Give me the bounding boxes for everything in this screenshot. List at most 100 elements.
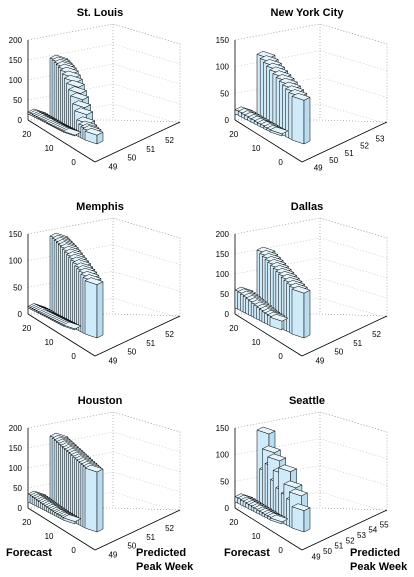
ridge-bar-top bbox=[62, 514, 82, 522]
z-tick-label: 200 bbox=[9, 36, 23, 45]
floor-grid bbox=[26, 313, 181, 357]
week-tick-label: 51 bbox=[353, 339, 362, 348]
week-tick-label: 51 bbox=[345, 149, 354, 158]
forecast-tick-label: 20 bbox=[229, 324, 238, 333]
week-axis bbox=[301, 121, 388, 163]
week-tick-label: 50 bbox=[323, 547, 332, 556]
z-grid-line bbox=[27, 411, 114, 429]
z-tick-label: 200 bbox=[216, 230, 230, 239]
z-tick-label: 150 bbox=[9, 230, 23, 239]
z-tick-label: 100 bbox=[9, 76, 23, 85]
chart-title: Seattle bbox=[289, 395, 325, 407]
z-tick-label: 50 bbox=[220, 89, 229, 98]
floor-grid bbox=[26, 507, 181, 551]
peak-week-bar-top bbox=[288, 488, 308, 497]
peak-week-bar-top bbox=[267, 453, 287, 462]
peak-week-bar-side bbox=[303, 507, 311, 533]
z-grid-line bbox=[234, 277, 321, 295]
z-grid-line bbox=[112, 217, 181, 239]
peak-week-bar bbox=[291, 288, 305, 339]
week-tick-label: 53 bbox=[376, 134, 385, 143]
z-tick-label: 100 bbox=[9, 257, 23, 266]
z-grid-line bbox=[112, 491, 181, 513]
z-tick-label: 0 bbox=[18, 504, 23, 513]
peak-week-bar-top bbox=[71, 100, 92, 108]
z-grid-line bbox=[319, 103, 388, 125]
z-tick-label: 100 bbox=[216, 63, 230, 72]
week-tick-label: 52 bbox=[165, 524, 174, 533]
z-tick-label: 150 bbox=[9, 444, 23, 453]
forecast-axis bbox=[27, 313, 96, 357]
z-tick-label: 50 bbox=[220, 477, 229, 486]
z-grid-line bbox=[319, 50, 388, 71]
week-tick-label: 49 bbox=[108, 551, 117, 560]
z-tick-label: 0 bbox=[18, 116, 23, 125]
back-wall-grid bbox=[27, 23, 181, 122]
peak-week-bar-side bbox=[96, 468, 104, 533]
z-grid-line bbox=[27, 217, 114, 235]
peak-week-bar-top bbox=[291, 285, 311, 294]
peak-week-bar-top bbox=[256, 426, 276, 435]
week-axis bbox=[94, 121, 181, 163]
z-grid-line bbox=[234, 465, 321, 482]
z-tick-label: 50 bbox=[220, 290, 229, 299]
peak-week-bar-top bbox=[69, 92, 90, 101]
z-tick-label: 50 bbox=[13, 96, 22, 105]
z-tick-label: 150 bbox=[216, 250, 230, 259]
peak-week-bar bbox=[84, 467, 98, 533]
z-grid-line bbox=[112, 23, 181, 45]
week-tick-label: 49 bbox=[314, 163, 323, 172]
week-tick-label: 52 bbox=[346, 536, 355, 545]
forecast-tick-label: 10 bbox=[252, 144, 261, 153]
z-tick-label: 50 bbox=[13, 283, 22, 292]
z-grid-line bbox=[27, 43, 114, 61]
chart-title: St. Louis bbox=[77, 7, 123, 19]
z-grid-line bbox=[27, 271, 114, 288]
z-tick-label: 150 bbox=[216, 36, 230, 45]
z-grid-line bbox=[112, 63, 181, 85]
predicted-peak-week-label-line2: Peak Week bbox=[136, 561, 194, 573]
week-tick-label: 52 bbox=[360, 142, 369, 151]
z-tick-label: 100 bbox=[216, 451, 230, 460]
forecast-tick-label: 10 bbox=[252, 338, 261, 347]
z-grid-line bbox=[234, 237, 321, 255]
peak-week-bar-side bbox=[303, 289, 311, 339]
forecast-tick-label: 20 bbox=[229, 518, 238, 527]
week-tick-label: 52 bbox=[165, 330, 174, 339]
z-tick-label: 0 bbox=[225, 504, 230, 513]
back-wall-grid bbox=[234, 23, 388, 122]
z-grid-line bbox=[112, 471, 181, 493]
forecast-tick-label: 0 bbox=[71, 158, 76, 167]
predicted-peak-week-label-line1: Predicted bbox=[136, 547, 186, 559]
forecast-axis bbox=[234, 119, 303, 163]
week-tick-label: 52 bbox=[372, 330, 381, 339]
z-grid-line bbox=[112, 411, 181, 433]
floor-grid bbox=[26, 119, 181, 163]
z-grid-line bbox=[234, 411, 321, 429]
z-grid-line bbox=[112, 103, 181, 125]
z-grid-line bbox=[234, 50, 321, 67]
z-grid-line bbox=[319, 77, 388, 98]
forecast-tick-label: 20 bbox=[229, 130, 238, 139]
z-grid-line bbox=[112, 451, 181, 473]
week-tick-label: 50 bbox=[329, 156, 338, 165]
z-grid-line bbox=[27, 451, 114, 469]
z-grid-line bbox=[112, 271, 181, 292]
peak-week-bar-top bbox=[291, 92, 311, 101]
forecast-tick-label: 0 bbox=[71, 352, 76, 361]
back-wall-grid bbox=[27, 411, 181, 510]
predicted-peak-week-label-line1-right: Predicted bbox=[350, 547, 400, 559]
week-tick-label: 51 bbox=[146, 533, 155, 542]
z-grid-line bbox=[319, 297, 388, 319]
z-grid-line bbox=[27, 103, 114, 121]
z-tick-label: 0 bbox=[225, 310, 230, 319]
chart-title: Dallas bbox=[291, 201, 323, 213]
week-tick-label: 49 bbox=[108, 357, 117, 366]
z-tick-label: 100 bbox=[216, 270, 230, 279]
forecast-tick-label: 20 bbox=[22, 130, 31, 139]
back-wall-grid bbox=[27, 217, 181, 316]
